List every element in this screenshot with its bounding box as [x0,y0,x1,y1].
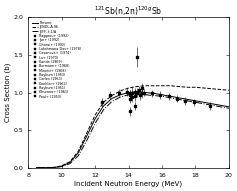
Legend: Present, JENDL-A-96, JEFF-3.1/A, Raggoou+ (1992), Jan+ (1992), Ghorai+ (1992), L: Present, JENDL-A-96, JEFF-3.1/A, Raggoou… [32,20,82,99]
Y-axis label: Cross Section (b): Cross Section (b) [4,63,11,122]
X-axis label: Incident Neutron Energy (MeV): Incident Neutron Energy (MeV) [74,180,182,187]
Title: $^{121}$Sb(n,2n)$^{120g}$Sb: $^{121}$Sb(n,2n)$^{120g}$Sb [94,4,163,18]
